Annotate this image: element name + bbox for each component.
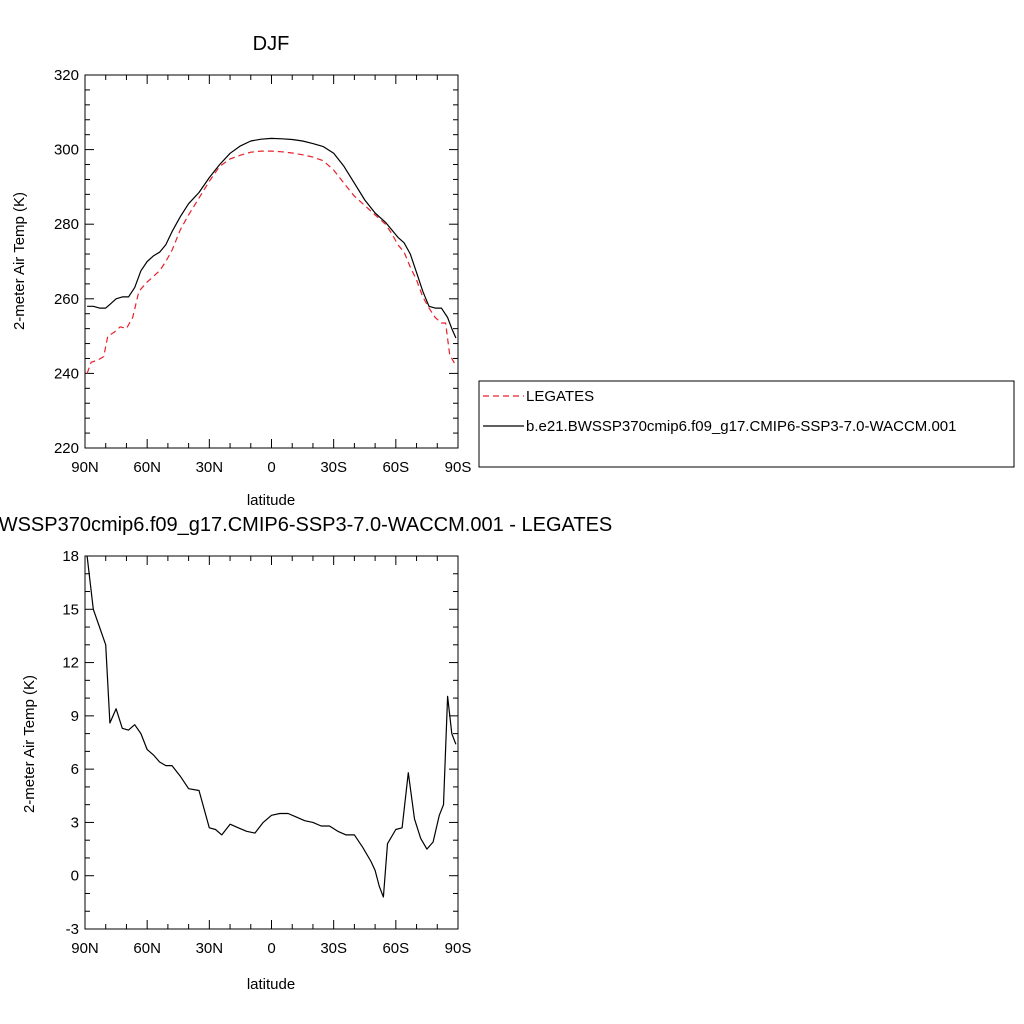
bottom-ytick-label: 9 (71, 708, 79, 725)
bottom-ticks: 90N 60N 30N 0 30S 60S 90S -3 0 3 6 9 12 15 18 (62, 548, 471, 957)
bottom-ytick-label: 0 (71, 868, 79, 885)
top-xtick-label: 90N (71, 459, 99, 476)
bottom-xtick-label: 30N (196, 940, 224, 957)
bottom-plot-frame (84, 555, 459, 930)
top-ticks: 90N 60N 30N 0 30S 60S 90S 220 240 260 280 300 320 (54, 67, 471, 476)
top-xtick-label: 0 (267, 459, 275, 476)
bottom-x-axis-label: latitude (247, 976, 295, 993)
legend: LEGATES b.e21.BWSSP370cmip6.f09_g17.CMIP… (478, 380, 1015, 468)
bottom-series (86, 555, 457, 898)
bottom-ytick-label: -3 (66, 921, 79, 938)
top-chart-title: DJF (253, 33, 290, 55)
top-ytick-label: 300 (54, 142, 79, 159)
bottom-ytick-label: 12 (62, 655, 79, 672)
top-chart: DJF 90N 60N 30N 0 30S 60S 90S 220 240 260 280 300 32… (11, 33, 471, 509)
bottom-xtick-label: 60N (133, 940, 161, 957)
top-xtick-label: 30N (196, 459, 224, 476)
bottom-ytick-label: 6 (71, 761, 79, 778)
bottom-ytick-label: 3 (71, 814, 79, 831)
bottom-ytick-label: 18 (62, 548, 79, 565)
bottom-y-axis-label: 2-meter Air Temp (K) (21, 675, 38, 813)
bottom-chart: b.e21.BWSSP370cmip6.f09_g17.CMIP6-SSP3-7… (0, 514, 612, 993)
legend-box (478, 380, 1015, 468)
top-xtick-label: 30S (320, 459, 347, 476)
bottom-chart-title: b.e21.BWSSP370cmip6.f09_g17.CMIP6-SSP3-7… (0, 514, 612, 536)
top-xtick-label: 60N (133, 459, 161, 476)
legend-label-legates: LEGATES (526, 388, 594, 405)
top-ytick-label: 240 (54, 365, 79, 382)
bottom-xtick-label: 30S (320, 940, 347, 957)
top-ytick-label: 220 (54, 440, 79, 457)
bottom-ytick-label: 15 (62, 601, 79, 618)
bottom-xtick-label: 60S (382, 940, 409, 957)
top-xtick-label: 60S (382, 459, 409, 476)
top-series-line-1 (87, 137, 457, 339)
top-xtick-label: 90S (445, 459, 472, 476)
top-ytick-label: 320 (54, 67, 79, 84)
bottom-xtick-label: 0 (267, 940, 275, 957)
top-plot-frame (84, 74, 459, 449)
bottom-series-line-0 (86, 555, 457, 898)
top-x-axis-label: latitude (247, 492, 295, 509)
legend-label-model: b.e21.BWSSP370cmip6.f09_g17.CMIP6-SSP3-7… (526, 418, 956, 435)
top-series-line-0 (86, 150, 457, 374)
top-y-axis-label: 2-meter Air Temp (K) (11, 192, 28, 330)
bottom-xtick-label: 90S (445, 940, 472, 957)
top-ytick-label: 280 (54, 216, 79, 233)
top-series (86, 137, 457, 374)
top-ytick-label: 260 (54, 291, 79, 308)
bottom-xtick-label: 90N (71, 940, 99, 957)
